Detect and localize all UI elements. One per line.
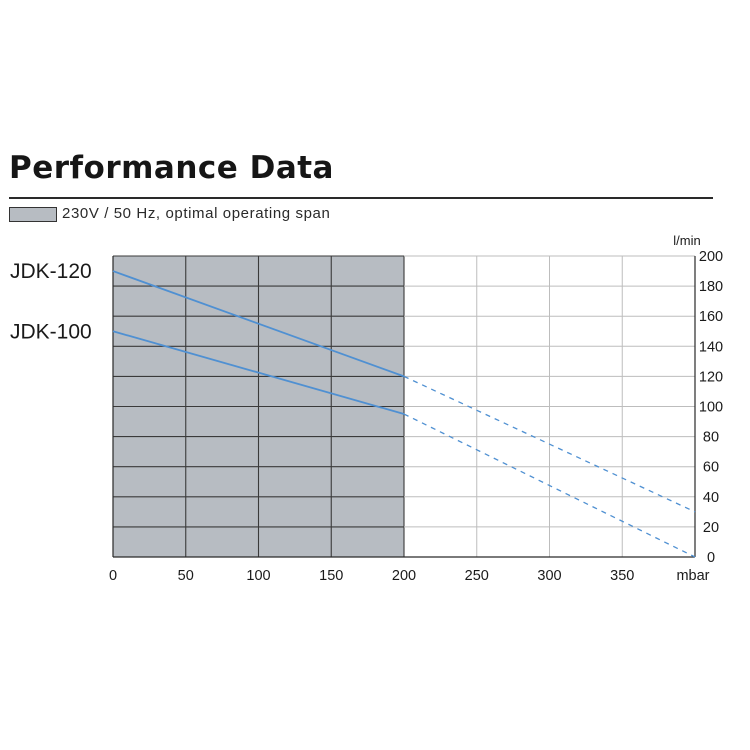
x-tick-label: 50 xyxy=(178,568,194,584)
legend-swatch xyxy=(9,207,57,222)
y-tick-label: 40 xyxy=(703,490,719,506)
y-tick-label: 120 xyxy=(699,369,723,385)
page-title: Performance Data xyxy=(9,150,334,186)
tick-labels: 0 50 100 150 200 250 300 350 mbar 0 20 40 60 80 100 120… xyxy=(109,233,723,584)
x-tick-label: 250 xyxy=(465,568,489,584)
x-tick-label: 300 xyxy=(537,568,561,584)
x-tick-label: 200 xyxy=(392,568,416,584)
grid-lines xyxy=(113,255,695,557)
series-lines xyxy=(112,270,696,558)
y-unit-label: l/min xyxy=(673,233,700,248)
axes xyxy=(112,256,696,558)
series-line xyxy=(112,270,405,378)
series-line xyxy=(112,330,405,415)
y-tick-label: 200 xyxy=(699,249,723,265)
y-tick-label: 100 xyxy=(699,400,723,416)
legend-label: 230V / 50 Hz, optimal operating span xyxy=(62,205,331,222)
x-tick-label: 350 xyxy=(610,568,634,584)
y-tick-label: 20 xyxy=(703,520,719,536)
x-tick-label: 0 xyxy=(109,568,117,584)
x-tick-label: 150 xyxy=(319,568,343,584)
y-tick-label: 180 xyxy=(699,279,723,295)
y-tick-label: 80 xyxy=(703,430,719,446)
x-tick-label: 100 xyxy=(246,568,270,584)
series-label: JDK-120 xyxy=(10,260,92,283)
y-tick-label: 160 xyxy=(699,309,723,325)
series-label: JDK-100 xyxy=(10,320,92,343)
series-labels: JDK-120 JDK-100 xyxy=(10,260,92,343)
y-tick-label: 60 xyxy=(703,460,719,476)
title-divider xyxy=(9,197,713,199)
y-tick-label: 0 xyxy=(707,550,715,566)
series-extension-line xyxy=(403,375,696,513)
y-tick-label: 140 xyxy=(699,339,723,355)
series-extension-line xyxy=(403,413,696,558)
x-unit-label: mbar xyxy=(676,568,709,584)
